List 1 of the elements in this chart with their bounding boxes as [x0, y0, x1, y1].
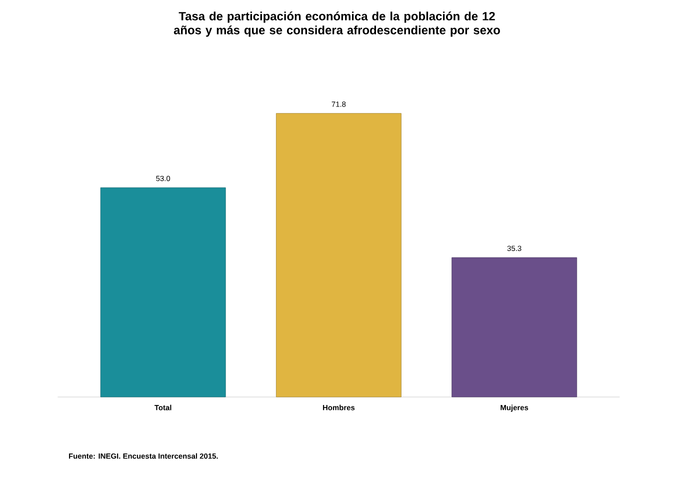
- chart-title: Tasa de participación económica de la población de 12 años y más que se considera afrodescendiente por sexo: [174, 12, 500, 37]
